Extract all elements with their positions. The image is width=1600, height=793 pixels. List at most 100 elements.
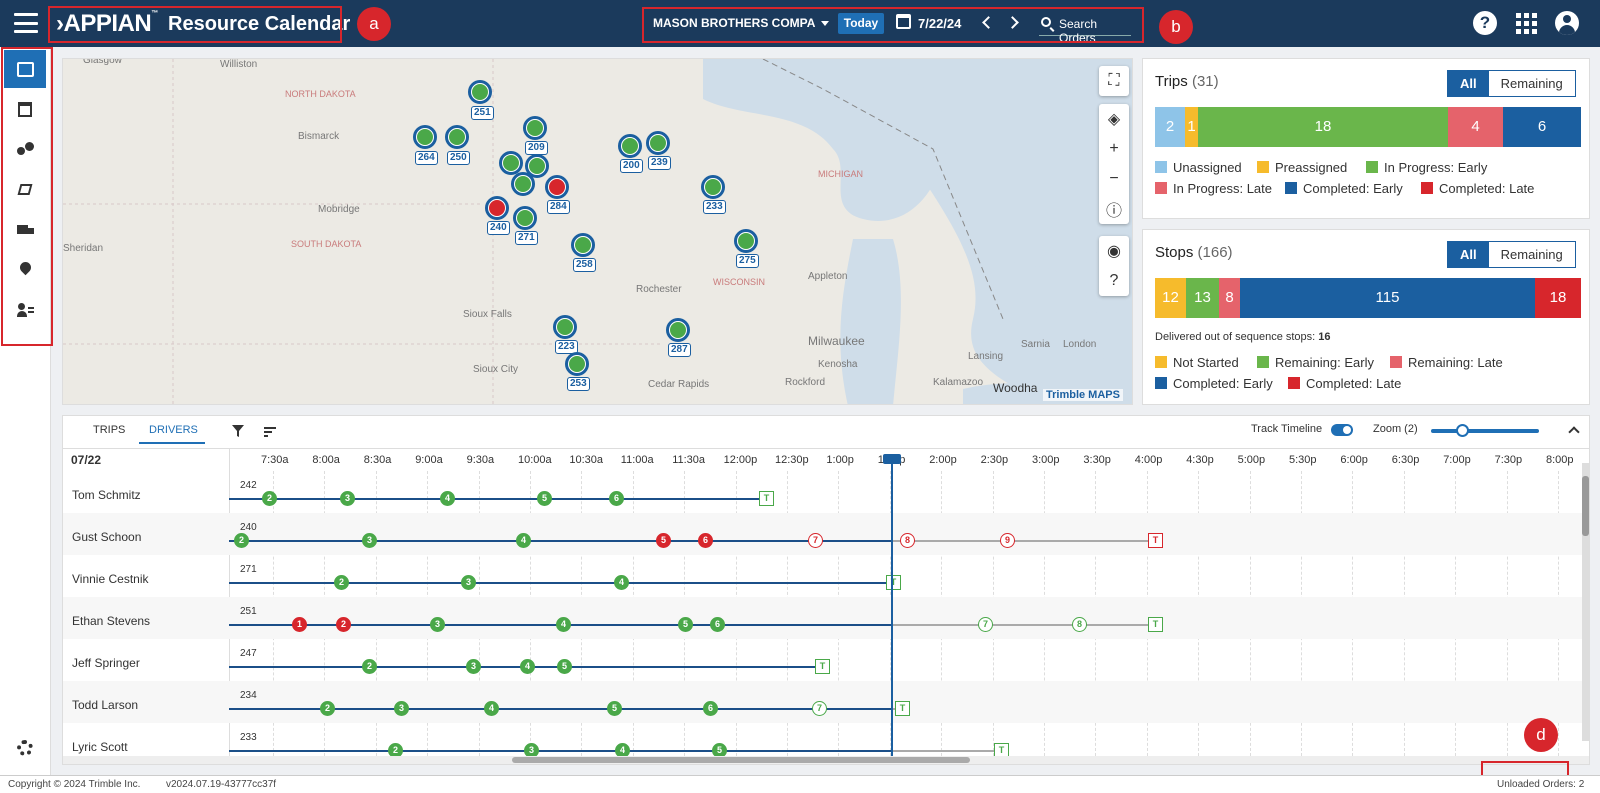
driver-row[interactable]: Todd Larson 234 2 3 4 5 6 7 T xyxy=(63,681,1589,723)
stop-marker[interactable]: 2 xyxy=(334,575,349,590)
map-help-icon[interactable]: ? xyxy=(1109,272,1119,289)
track-timeline-toggle[interactable] xyxy=(1331,424,1353,436)
trip-end-marker[interactable]: T xyxy=(815,659,830,674)
help-icon[interactable]: ? xyxy=(1473,11,1497,35)
stop-marker[interactable]: 6 xyxy=(703,701,718,716)
stop-marker[interactable]: 2 xyxy=(388,743,403,758)
stop-marker[interactable]: 4 xyxy=(615,743,630,758)
stop-marker[interactable]: 4 xyxy=(484,701,499,716)
stops-remaining-button[interactable]: Remaining xyxy=(1500,247,1563,262)
sidebar-item-dashboard[interactable] xyxy=(4,50,46,88)
driver-name[interactable]: Vinnie Cestnik xyxy=(72,572,149,586)
stop-marker[interactable]: 3 xyxy=(524,743,539,758)
stop-marker[interactable]: 5 xyxy=(712,743,727,758)
stop-marker[interactable]: 7 xyxy=(808,533,823,548)
stop-marker[interactable]: 5 xyxy=(678,617,693,632)
stop-marker[interactable]: 3 xyxy=(394,701,409,716)
tab-trips[interactable]: TRIPS xyxy=(93,424,126,436)
trip-end-marker[interactable]: T xyxy=(1148,617,1163,632)
driver-name[interactable]: Tom Schmitz xyxy=(72,488,141,502)
driver-row[interactable]: Jeff Springer 247 2 3 4 5 T xyxy=(63,639,1589,681)
trip-marker[interactable] xyxy=(499,151,523,175)
stop-marker[interactable]: 2 xyxy=(320,701,335,716)
stops-all-button[interactable]: All xyxy=(1448,242,1489,267)
stop-marker[interactable]: 2 xyxy=(234,533,249,548)
trips-bar-completed-early[interactable]: 6 xyxy=(1503,107,1581,147)
trips-bar-in-progress-early[interactable]: 18 xyxy=(1198,107,1448,147)
stop-marker[interactable]: 8 xyxy=(1072,617,1087,632)
trip-marker[interactable] xyxy=(734,229,758,253)
driver-row[interactable]: Vinnie Cestnik 271 2 3 4 T xyxy=(63,555,1589,597)
sidebar-item-trucks[interactable] xyxy=(4,210,46,248)
stop-marker[interactable]: 2 xyxy=(262,491,277,506)
trip-end-marker[interactable]: T xyxy=(886,575,901,590)
trip-marker[interactable] xyxy=(523,116,547,140)
trip-marker[interactable] xyxy=(545,175,569,199)
calendar-icon[interactable] xyxy=(896,14,911,29)
sidebar-item-calendar-list[interactable] xyxy=(4,90,46,128)
driver-row[interactable]: Tom Schmitz 242 2 3 4 5 6 T xyxy=(63,471,1589,513)
trip-marker[interactable] xyxy=(666,318,690,342)
user-icon[interactable] xyxy=(1555,11,1579,35)
stop-marker[interactable]: 4 xyxy=(520,659,535,674)
stop-marker[interactable]: 4 xyxy=(556,617,571,632)
stop-marker[interactable]: 3 xyxy=(362,533,377,548)
horizontal-scrollbar-thumb[interactable] xyxy=(512,757,970,763)
driver-name[interactable]: Todd Larson xyxy=(72,698,139,712)
driver-name[interactable]: Ethan Stevens xyxy=(72,614,151,628)
stop-marker[interactable]: 2 xyxy=(362,659,377,674)
company-selector[interactable]: MASON BROTHERS COMPA xyxy=(653,16,830,30)
stop-marker[interactable]: 7 xyxy=(978,617,993,632)
stop-marker[interactable]: 1 xyxy=(292,617,307,632)
trip-end-marker[interactable]: T xyxy=(759,491,774,506)
collapse-icon[interactable] xyxy=(1568,426,1580,438)
zoom-out-icon[interactable]: − xyxy=(1109,170,1119,187)
unloaded-orders[interactable]: Unloaded Orders: 2 xyxy=(1497,779,1585,790)
today-button[interactable]: Today xyxy=(838,13,884,34)
stop-marker[interactable]: 3 xyxy=(430,617,445,632)
stop-marker[interactable]: 7 xyxy=(812,701,827,716)
stop-marker[interactable]: 2 xyxy=(336,617,351,632)
sidebar-item-drivers[interactable] xyxy=(4,290,46,328)
apps-grid-icon[interactable] xyxy=(1514,11,1538,35)
stop-marker[interactable]: 5 xyxy=(557,659,572,674)
trip-marker[interactable] xyxy=(571,233,595,257)
trips-bar-preassigned[interactable]: 1 xyxy=(1185,107,1198,147)
stops-bar-completed-early[interactable]: 115 xyxy=(1240,278,1535,318)
vertical-scrollbar[interactable] xyxy=(1582,463,1589,741)
trip-marker[interactable] xyxy=(468,80,492,104)
trip-marker[interactable] xyxy=(445,125,469,149)
trip-marker[interactable] xyxy=(513,206,537,230)
filter-icon[interactable] xyxy=(232,425,244,437)
info-icon[interactable]: ⓘ xyxy=(1105,203,1122,220)
driver-name[interactable]: Lyric Scott xyxy=(72,740,128,754)
stop-marker[interactable]: 5 xyxy=(537,491,552,506)
trips-all-button[interactable]: All xyxy=(1448,71,1489,96)
stop-marker[interactable]: 8 xyxy=(900,533,915,548)
stops-bar-not-started[interactable]: 12 xyxy=(1155,278,1186,318)
sidebar-item-route-map[interactable] xyxy=(4,130,46,168)
map-view[interactable]: NORTH DAKOTA Bismarck Mobridge SOUTH DAK… xyxy=(62,58,1133,405)
stop-marker[interactable]: 4 xyxy=(516,533,531,548)
trip-marker[interactable] xyxy=(553,315,577,339)
fullscreen-button[interactable]: ⛶ xyxy=(1099,66,1129,96)
vertical-scrollbar-thumb[interactable] xyxy=(1582,476,1589,536)
zoom-slider-handle[interactable] xyxy=(1456,424,1469,437)
trip-marker[interactable] xyxy=(511,172,535,196)
trip-marker[interactable] xyxy=(701,175,725,199)
hamburger-menu-icon[interactable] xyxy=(14,13,38,33)
driver-name[interactable]: Jeff Springer xyxy=(72,656,140,670)
date-display[interactable]: 7/22/24 xyxy=(918,16,962,31)
search-orders-input[interactable]: Search Orders xyxy=(1039,14,1131,45)
eye-icon[interactable]: ◉ xyxy=(1107,243,1121,260)
stop-marker[interactable]: 4 xyxy=(614,575,629,590)
trip-marker[interactable] xyxy=(618,134,642,158)
stop-marker[interactable]: 3 xyxy=(340,491,355,506)
driver-name[interactable]: Gust Schoon xyxy=(72,530,142,544)
stop-marker[interactable]: 3 xyxy=(466,659,481,674)
trips-bar-unassigned[interactable]: 2 xyxy=(1155,107,1185,147)
zoom-slider-track[interactable] xyxy=(1431,429,1539,433)
stop-marker[interactable]: 5 xyxy=(656,533,671,548)
stop-marker[interactable]: 6 xyxy=(710,617,725,632)
driver-row[interactable]: Gust Schoon 240 2 3 4 5 6 7 8 9 T xyxy=(63,513,1589,555)
